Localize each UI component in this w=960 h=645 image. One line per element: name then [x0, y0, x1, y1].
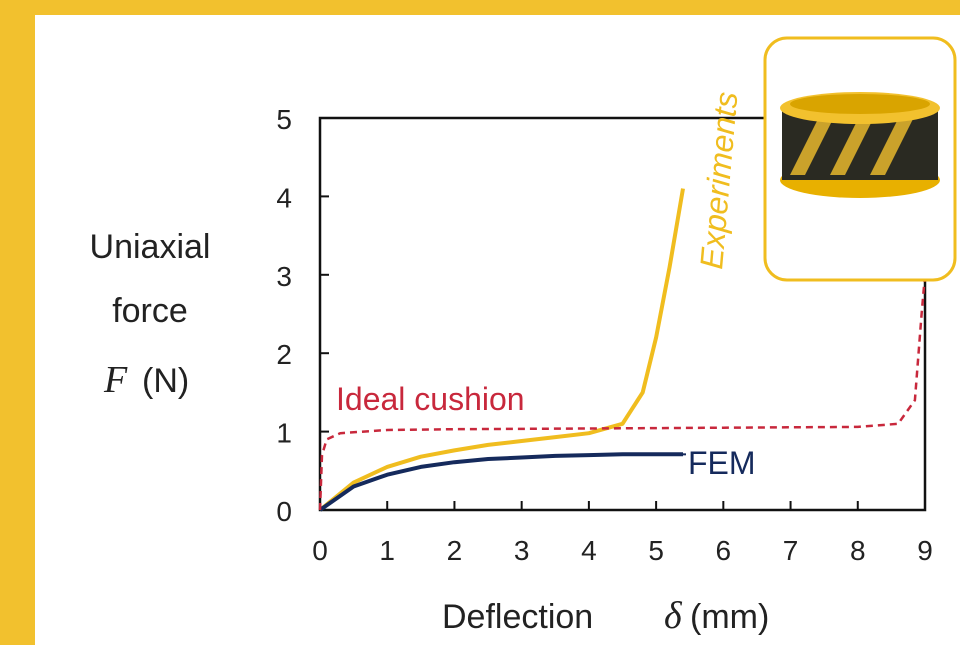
y-tick-label: 2: [276, 339, 292, 370]
x-tick-label: 8: [850, 535, 866, 566]
x-tick-label: 6: [716, 535, 732, 566]
y-tick-label: 3: [276, 261, 292, 292]
inset-top-inner: [790, 94, 930, 114]
x-tick-label: 9: [917, 535, 933, 566]
page: {"chart_data": {"type": "line", "ylabel_…: [0, 0, 960, 645]
x-label-symbol: δ: [664, 595, 683, 637]
y-label-unit: (N): [142, 362, 189, 400]
x-tick-label: 2: [447, 535, 463, 566]
x-tick-label: 1: [379, 535, 395, 566]
series-label: Ideal cushion: [336, 381, 525, 417]
y-tick-label: 0: [276, 496, 292, 527]
x-tick-label: 4: [581, 535, 597, 566]
y-tick-label: 1: [276, 418, 292, 449]
x-label-unit: (mm): [690, 598, 769, 636]
x-tick-label: 7: [783, 535, 799, 566]
inset: [765, 38, 955, 280]
series-label: FEM: [688, 445, 756, 481]
chart: Uniaxial force F (N) Deflection δ (mm) 0…: [0, 0, 960, 645]
x-tick-label: 0: [312, 535, 328, 566]
x-label: Deflection: [442, 598, 593, 636]
x-tick-label: 3: [514, 535, 530, 566]
y-tick-label: 4: [276, 182, 292, 213]
y-label: force: [112, 292, 188, 330]
x-tick-label: 5: [648, 535, 664, 566]
y-label-symbol: F: [103, 359, 128, 401]
y-label: Uniaxial: [90, 228, 211, 266]
y-tick-label: 5: [276, 104, 292, 135]
